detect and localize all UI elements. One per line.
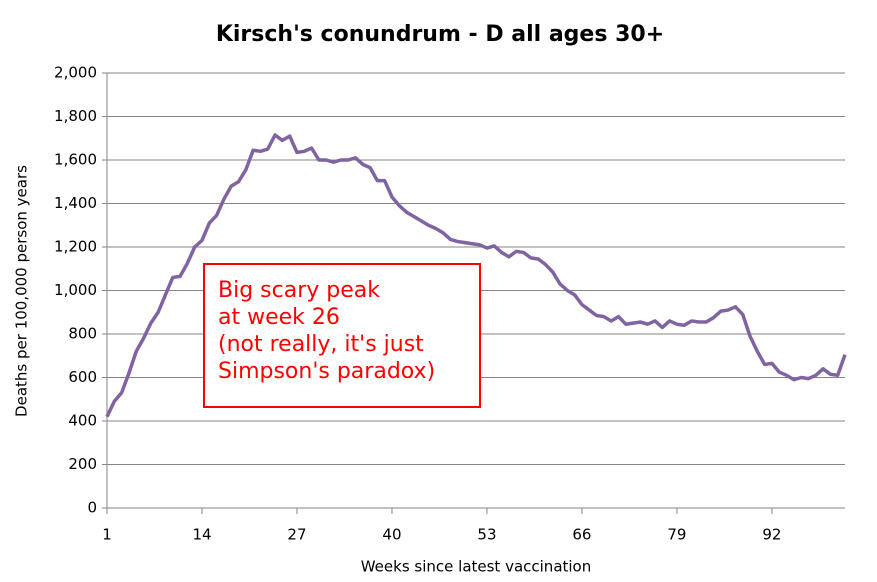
y-tick-label: 200 bbox=[68, 455, 97, 473]
y-tick-label: 2,000 bbox=[54, 64, 97, 82]
annotation-text: (not really, it's just bbox=[218, 332, 424, 357]
y-tick-label: 800 bbox=[68, 325, 97, 343]
annotation-box bbox=[203, 263, 481, 408]
y-axis-label: Deaths per 100,000 person years bbox=[13, 165, 31, 417]
y-tick-label: 0 bbox=[87, 499, 97, 517]
y-tick-label: 1,400 bbox=[54, 194, 97, 212]
x-tick-label: 92 bbox=[762, 526, 781, 544]
chart-title: Kirsch's conundrum - D all ages 30+ bbox=[216, 22, 664, 47]
x-axis-label: Weeks since latest vaccination bbox=[361, 558, 592, 576]
x-tick-label: 79 bbox=[667, 526, 686, 544]
x-tick-label: 27 bbox=[287, 526, 306, 544]
annotation-text: Simpson's paradox) bbox=[218, 359, 435, 384]
y-tick-label: 1,200 bbox=[54, 238, 97, 256]
x-tick-label: 1 bbox=[102, 526, 112, 544]
y-tick-label: 400 bbox=[68, 412, 97, 430]
annotation-text: Big scary peak bbox=[218, 278, 380, 303]
y-tick-label: 1,800 bbox=[54, 107, 97, 125]
x-tick-label: 40 bbox=[382, 526, 401, 544]
x-tick-label: 14 bbox=[192, 526, 211, 544]
x-tick-label: 53 bbox=[477, 526, 496, 544]
y-tick-label: 600 bbox=[68, 368, 97, 386]
x-tick-label: 66 bbox=[572, 526, 591, 544]
y-tick-label: 1,600 bbox=[54, 151, 97, 169]
annotation-text: at week 26 bbox=[218, 305, 340, 330]
y-tick-label: 1,000 bbox=[54, 281, 97, 299]
data-line bbox=[105, 133, 847, 418]
